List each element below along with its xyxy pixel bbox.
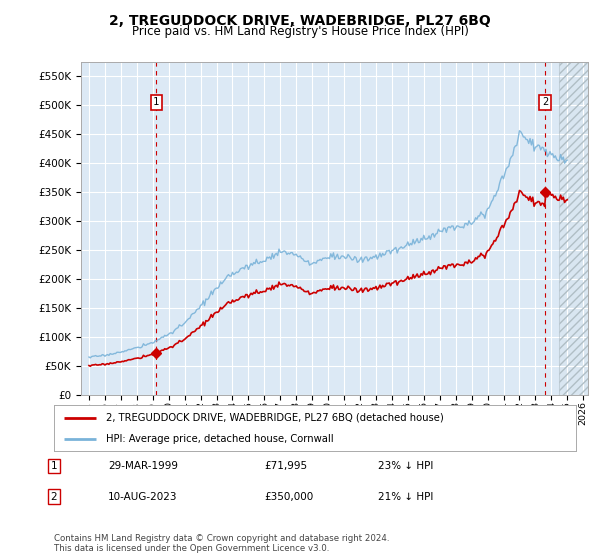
Text: 23% ↓ HPI: 23% ↓ HPI bbox=[378, 461, 433, 471]
Text: Price paid vs. HM Land Registry's House Price Index (HPI): Price paid vs. HM Land Registry's House … bbox=[131, 25, 469, 38]
Text: 2, TREGUDDOCK DRIVE, WADEBRIDGE, PL27 6BQ (detached house): 2, TREGUDDOCK DRIVE, WADEBRIDGE, PL27 6B… bbox=[106, 413, 444, 423]
Text: Contains HM Land Registry data © Crown copyright and database right 2024.
This d: Contains HM Land Registry data © Crown c… bbox=[54, 534, 389, 553]
Text: 10-AUG-2023: 10-AUG-2023 bbox=[108, 492, 178, 502]
Text: 29-MAR-1999: 29-MAR-1999 bbox=[108, 461, 178, 471]
Polygon shape bbox=[559, 62, 588, 395]
Text: 21% ↓ HPI: 21% ↓ HPI bbox=[378, 492, 433, 502]
Text: 2: 2 bbox=[542, 97, 548, 107]
Text: £71,995: £71,995 bbox=[264, 461, 307, 471]
Text: 2: 2 bbox=[50, 492, 58, 502]
Text: HPI: Average price, detached house, Cornwall: HPI: Average price, detached house, Corn… bbox=[106, 435, 334, 444]
Text: 1: 1 bbox=[50, 461, 58, 471]
Text: 2, TREGUDDOCK DRIVE, WADEBRIDGE, PL27 6BQ: 2, TREGUDDOCK DRIVE, WADEBRIDGE, PL27 6B… bbox=[109, 14, 491, 28]
Text: 1: 1 bbox=[153, 97, 160, 107]
Text: £350,000: £350,000 bbox=[264, 492, 313, 502]
